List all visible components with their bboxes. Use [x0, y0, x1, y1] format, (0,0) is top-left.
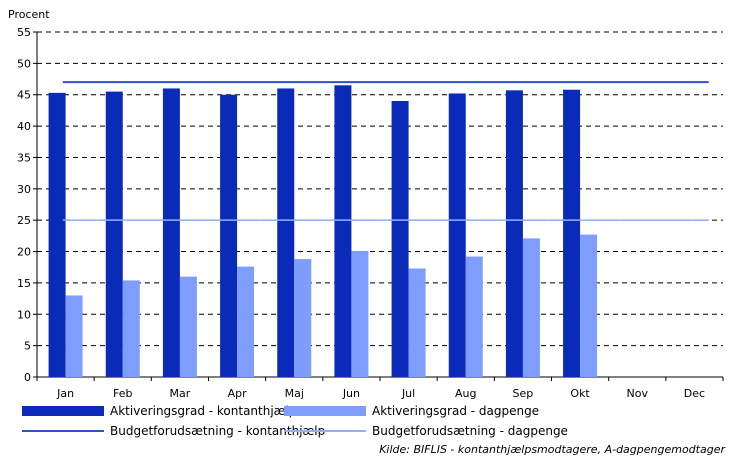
legend-label: Aktiveringsgrad - dagpenge [372, 404, 540, 418]
legend-item-dagpenge-line: Budgetforudsætning - dagpenge [284, 424, 568, 438]
x-tick-label: Feb [113, 387, 132, 400]
x-tick-label: Apr [228, 387, 248, 400]
bar-dagpenge [237, 266, 255, 377]
y-tick-label: 45 [17, 89, 31, 102]
bar-kontanthjaelp [48, 92, 66, 377]
y-tick-label: 10 [17, 308, 31, 321]
x-tick-label: Mar [170, 387, 191, 400]
bar-kontanthjaelp [220, 94, 238, 378]
legend-label: Aktiveringsgrad - kontanthjælp [110, 404, 297, 418]
x-tick-label: Jun [342, 387, 360, 400]
bar-kontanthjaelp [277, 88, 295, 378]
x-tick-label: Maj [285, 387, 304, 400]
bar-kontanthjaelp [448, 93, 466, 378]
y-tick-label: 40 [17, 120, 31, 133]
legend-item-kontanthjaelp-line: Budgetforudsætning - kontanthjælp [22, 424, 325, 438]
bar-kontanthjaelp [505, 90, 523, 377]
bar-dagpenge [65, 295, 83, 377]
bar-kontanthjaelp [391, 101, 409, 377]
bar-dagpenge [465, 256, 483, 377]
y-tick-label: 5 [24, 340, 31, 353]
x-tick-label: Jul [401, 387, 415, 400]
x-tick-label: Dec [684, 387, 705, 400]
y-tick-label: 35 [17, 151, 31, 164]
y-tick-label: 20 [17, 246, 31, 259]
legend: Aktiveringsgrad - kontanthjælp Aktiverin… [22, 404, 582, 440]
x-tick-label: Jan [56, 387, 74, 400]
x-tick-label: Okt [570, 387, 590, 400]
bar-kontanthjaelp [105, 91, 123, 377]
legend-swatch [284, 430, 366, 432]
bar-dagpenge [522, 238, 540, 377]
bar-dagpenge [122, 280, 140, 377]
y-tick-label: 25 [17, 214, 31, 227]
y-tick-label: 50 [17, 57, 31, 70]
bar-dagpenge [408, 268, 426, 377]
x-tick-label: Nov [627, 387, 649, 400]
bar-kontanthjaelp [334, 85, 352, 378]
legend-label: Budgetforudsætning - dagpenge [372, 424, 568, 438]
x-tick-label: Aug [455, 387, 476, 400]
y-tick-label: 30 [17, 183, 31, 196]
bar-kontanthjaelp [563, 89, 581, 377]
y-tick-label: 0 [24, 371, 31, 384]
bar-dagpenge [294, 259, 312, 377]
legend-swatch [284, 406, 366, 416]
source-note: Kilde: BIFLIS - kontanthjælpsmodtagere, … [379, 443, 725, 456]
y-axis-label: Procent [8, 8, 50, 21]
x-tick-label: Sep [513, 387, 534, 400]
legend-label: Budgetforudsætning - kontanthjælp [110, 424, 326, 438]
legend-swatch [22, 406, 104, 416]
legend-swatch [22, 430, 104, 432]
bar-dagpenge [351, 250, 369, 377]
legend-item-kontanthjaelp-bar: Aktiveringsgrad - kontanthjælp [22, 404, 296, 418]
bar-dagpenge [179, 276, 197, 377]
y-tick-label: 15 [17, 277, 31, 290]
bar-kontanthjaelp [162, 88, 180, 378]
y-tick-label: 55 [17, 26, 31, 39]
bar-dagpenge [580, 234, 598, 377]
legend-item-dagpenge-bar: Aktiveringsgrad - dagpenge [284, 404, 539, 418]
